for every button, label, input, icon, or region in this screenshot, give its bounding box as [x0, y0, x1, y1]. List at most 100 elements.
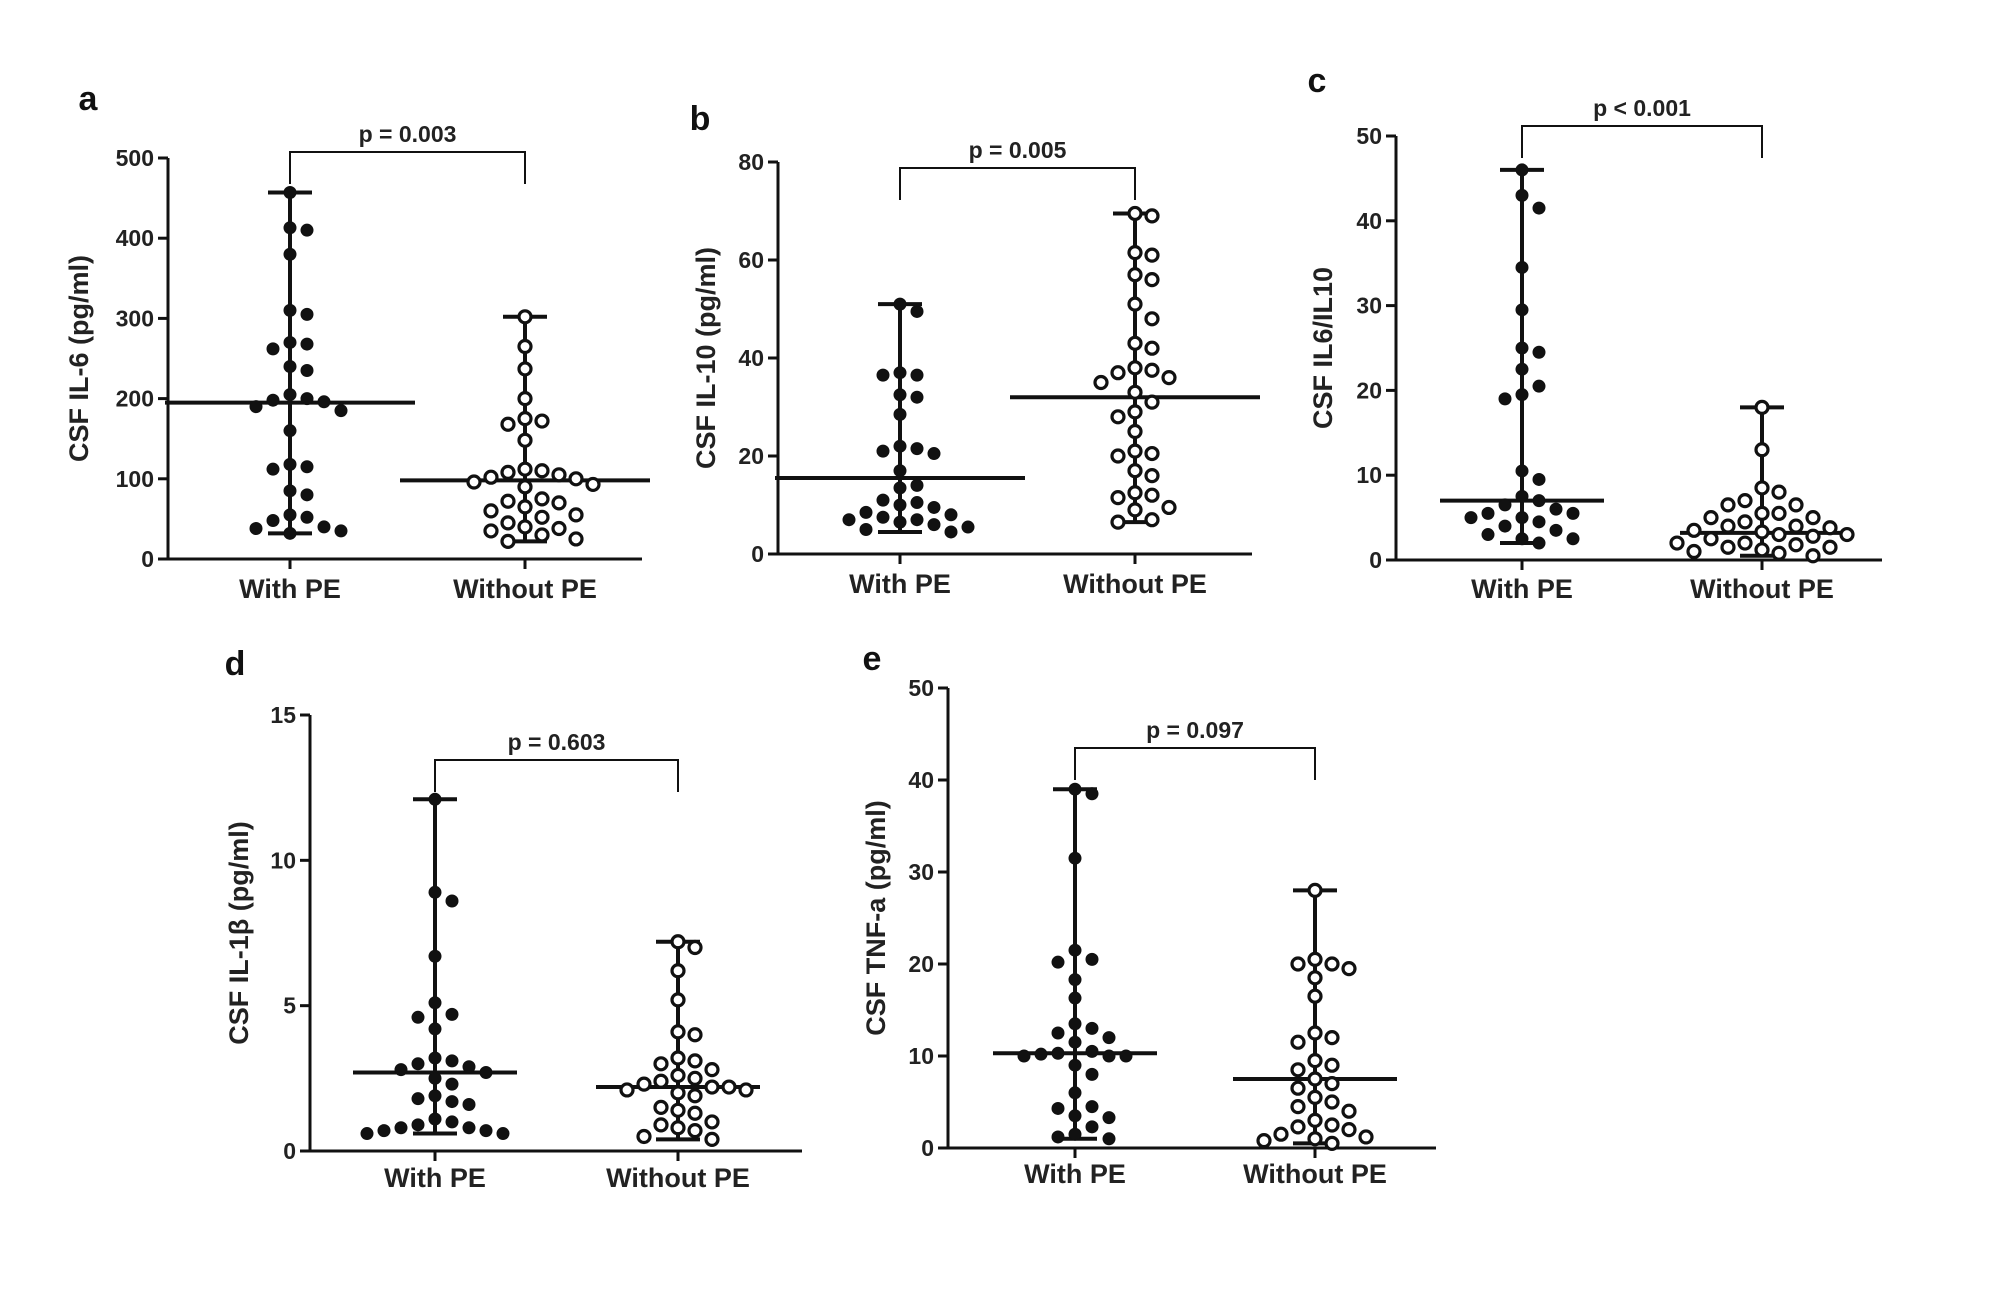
data-point [462, 1097, 476, 1111]
data-point [1290, 1098, 1306, 1115]
data-point [1498, 498, 1512, 512]
data-point [1515, 188, 1529, 202]
data-point [687, 1027, 703, 1043]
panel-label: d [225, 645, 246, 683]
data-point [1051, 1101, 1065, 1115]
data-point [1017, 1049, 1031, 1063]
data-point [1839, 526, 1855, 543]
data-point [1771, 505, 1787, 521]
data-point [910, 304, 924, 318]
data-point [1498, 519, 1512, 533]
y-axis-label: CSF IL6/IL10 [1308, 267, 1338, 429]
data-point [411, 1092, 425, 1106]
data-point [1110, 514, 1126, 530]
data-point [1307, 1025, 1323, 1041]
data-point [411, 1057, 425, 1071]
panel-label: b [690, 100, 711, 138]
data-point [300, 510, 314, 524]
data-point [1102, 1111, 1116, 1125]
data-point [670, 1120, 686, 1136]
data-point [300, 337, 314, 351]
series-with-pe [993, 782, 1157, 1146]
p-value-label: p < 0.001 [1593, 95, 1691, 121]
data-point [283, 185, 297, 199]
data-point [283, 360, 297, 374]
panel-e: e 0 10 20 30 40 50 CSF TNF-a (pg/ml) With PE With… [861, 640, 1436, 1189]
data-point [927, 447, 941, 461]
data-point [534, 491, 550, 507]
data-point [500, 416, 516, 432]
data-point [428, 1112, 442, 1126]
data-point [1068, 943, 1082, 957]
data-point [1290, 1080, 1306, 1096]
data-point [266, 514, 280, 528]
data-point [483, 523, 499, 539]
data-point [859, 505, 873, 519]
data-point [1358, 1129, 1374, 1145]
data-point [283, 484, 297, 498]
data-point [1788, 518, 1804, 534]
data-point [670, 1085, 686, 1101]
y-tick-label: 20 [1356, 377, 1382, 403]
data-point [1085, 1067, 1099, 1081]
data-point [1515, 163, 1529, 177]
data-point [1085, 1021, 1099, 1035]
data-point [876, 444, 890, 458]
data-point [910, 496, 924, 510]
data-point [1144, 394, 1160, 410]
y-tick-label: 10 [1356, 462, 1382, 488]
data-point [534, 413, 550, 429]
panel-a: a 0 100 200 300 400 500 CSF IL-6 (pg/ml) With PE… [64, 80, 650, 604]
data-point [1754, 399, 1770, 415]
data-point [687, 1088, 703, 1104]
data-point [944, 508, 958, 522]
data-point [1144, 272, 1160, 288]
data-point [1127, 205, 1143, 222]
data-point [462, 1060, 476, 1074]
data-point [910, 390, 924, 404]
data-point [283, 388, 297, 402]
data-point [1127, 404, 1143, 420]
data-point [670, 963, 686, 979]
data-point [1788, 497, 1804, 513]
data-point [893, 366, 907, 380]
data-point [704, 1079, 720, 1095]
data-point [1127, 502, 1143, 518]
data-point [483, 469, 499, 485]
data-point [445, 1095, 459, 1109]
data-point [479, 1124, 493, 1138]
data-point [500, 515, 516, 531]
data-point [462, 1121, 476, 1135]
data-point [300, 460, 314, 474]
data-point [1161, 499, 1177, 516]
data-point [1720, 539, 1736, 555]
data-point [1532, 494, 1546, 508]
data-point [670, 1102, 686, 1118]
data-point [1144, 445, 1160, 462]
data-point [300, 223, 314, 237]
significance-bracket [434, 759, 679, 792]
data-point [1754, 524, 1770, 540]
data-point [636, 1128, 652, 1145]
y-tick-label: 50 [1356, 123, 1382, 149]
data-point [1498, 392, 1512, 406]
data-point [1515, 532, 1529, 546]
data-point [445, 1007, 459, 1021]
panel-c: c 0 10 20 30 40 50 CSF IL6/IL10 With PE Without P… [1308, 62, 1882, 604]
data-point [334, 404, 348, 418]
data-point [1307, 1052, 1323, 1069]
data-point [1307, 988, 1323, 1004]
data-point [1110, 448, 1126, 464]
data-point [1068, 1109, 1082, 1123]
data-point [653, 1117, 669, 1133]
data-point [411, 1118, 425, 1132]
y-tick-label: 400 [116, 225, 154, 251]
data-point [1788, 537, 1804, 553]
data-point [428, 1071, 442, 1085]
y-tick-label: 20 [738, 443, 764, 469]
data-point [445, 1115, 459, 1129]
data-point [687, 1070, 703, 1086]
significance-bracket [289, 151, 526, 184]
data-point [334, 524, 348, 538]
y-tick-label: 300 [116, 305, 154, 331]
